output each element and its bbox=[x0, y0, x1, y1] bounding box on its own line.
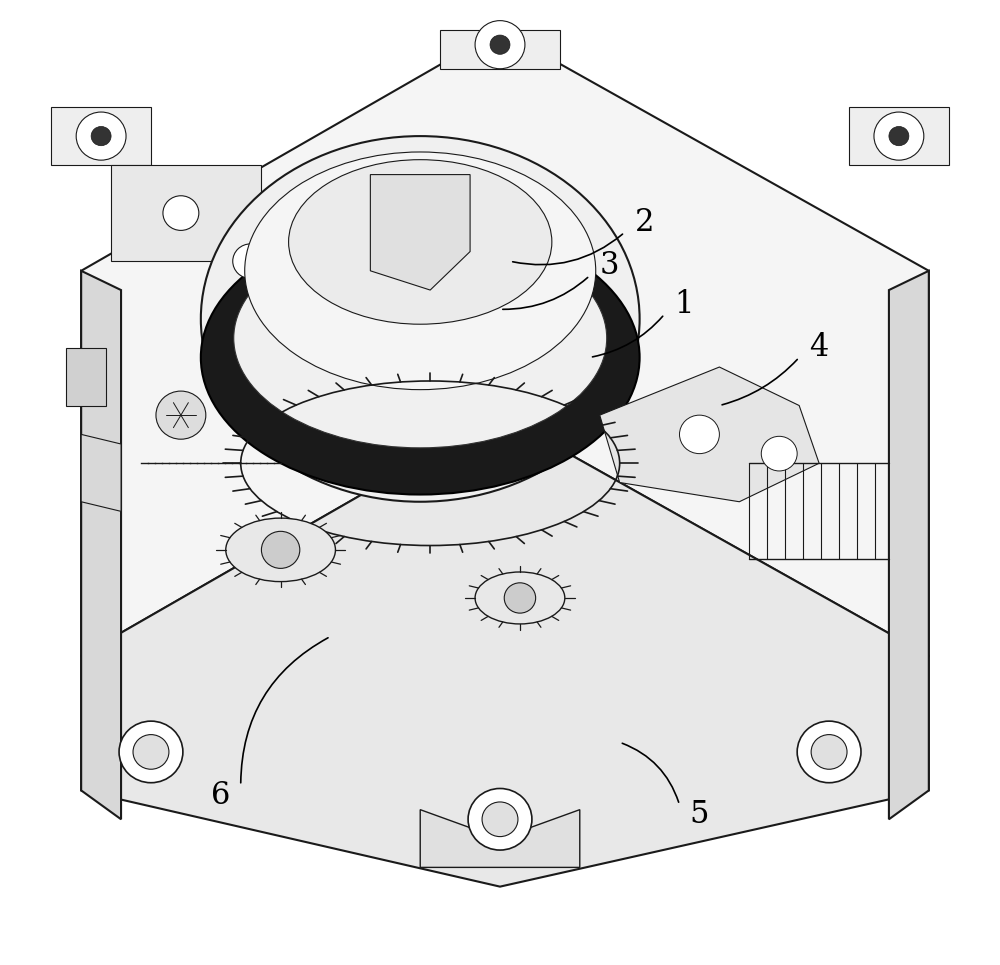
Ellipse shape bbox=[234, 229, 607, 448]
Polygon shape bbox=[51, 107, 151, 165]
Polygon shape bbox=[81, 434, 121, 511]
Ellipse shape bbox=[245, 152, 596, 390]
Circle shape bbox=[233, 244, 269, 279]
Circle shape bbox=[490, 35, 510, 54]
Circle shape bbox=[468, 788, 532, 850]
Circle shape bbox=[261, 532, 300, 568]
Circle shape bbox=[679, 415, 719, 454]
Text: 6: 6 bbox=[211, 780, 230, 811]
Text: 2: 2 bbox=[635, 207, 654, 238]
Ellipse shape bbox=[201, 136, 640, 502]
Circle shape bbox=[163, 196, 199, 231]
Polygon shape bbox=[600, 367, 819, 502]
Polygon shape bbox=[420, 810, 580, 868]
Text: 3: 3 bbox=[600, 251, 619, 282]
Text: 4: 4 bbox=[809, 332, 829, 363]
Circle shape bbox=[874, 112, 924, 160]
Text: 5: 5 bbox=[690, 799, 709, 830]
Polygon shape bbox=[889, 271, 929, 819]
Circle shape bbox=[504, 583, 536, 613]
Circle shape bbox=[475, 20, 525, 69]
Polygon shape bbox=[440, 30, 560, 69]
Ellipse shape bbox=[289, 159, 552, 324]
Circle shape bbox=[889, 126, 909, 146]
Circle shape bbox=[133, 734, 169, 769]
Circle shape bbox=[761, 436, 797, 471]
Circle shape bbox=[811, 734, 847, 769]
Polygon shape bbox=[849, 107, 949, 165]
Polygon shape bbox=[370, 175, 470, 290]
Ellipse shape bbox=[226, 518, 335, 582]
Circle shape bbox=[76, 112, 126, 160]
Ellipse shape bbox=[201, 220, 640, 494]
Polygon shape bbox=[81, 415, 929, 887]
Circle shape bbox=[119, 721, 183, 783]
FancyBboxPatch shape bbox=[66, 347, 106, 405]
Circle shape bbox=[482, 802, 518, 837]
Circle shape bbox=[91, 126, 111, 146]
Text: 1: 1 bbox=[675, 289, 694, 320]
Circle shape bbox=[797, 721, 861, 783]
Polygon shape bbox=[81, 271, 121, 819]
Ellipse shape bbox=[475, 572, 565, 624]
FancyBboxPatch shape bbox=[111, 165, 261, 262]
Circle shape bbox=[156, 391, 206, 439]
Polygon shape bbox=[81, 30, 929, 655]
